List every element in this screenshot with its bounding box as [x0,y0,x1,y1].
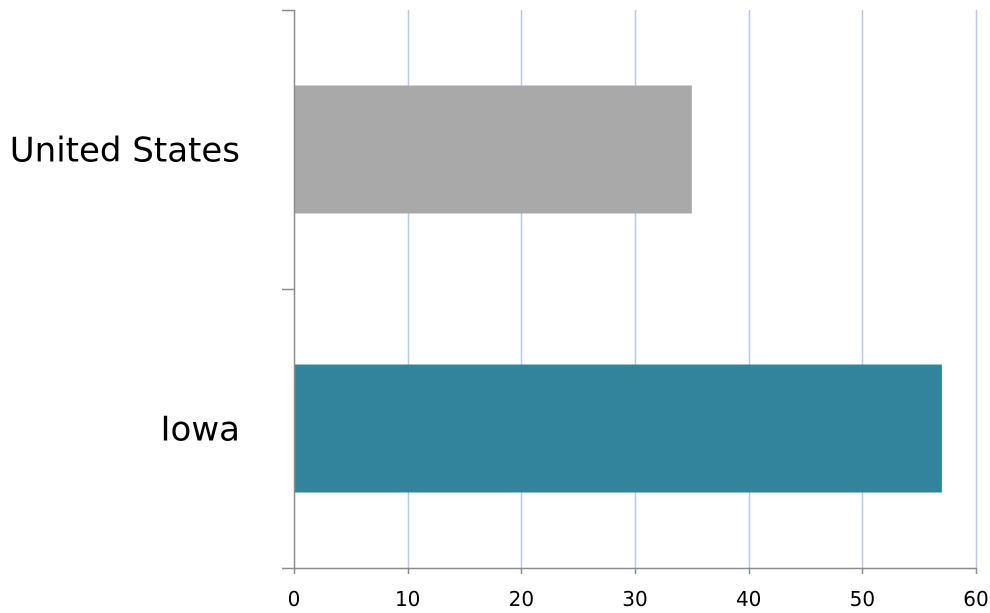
bar-iowa [294,364,942,493]
x-tick-label: 20 [509,587,534,611]
axes [282,9,978,574]
x-tick-labels: 0 10 20 30 40 50 60 [288,587,989,611]
x-tick-label: 40 [736,587,761,611]
x-tick-label: 0 [288,587,301,611]
bar-united-states [294,85,692,214]
x-tick-label: 10 [395,587,420,611]
bars [294,85,942,493]
category-labels: United States Iowa [10,131,240,450]
category-label: Iowa [161,410,240,450]
x-tick-label: 60 [963,587,988,611]
x-tick-label: 50 [850,587,875,611]
category-label: United States [10,131,240,171]
x-tick-label: 30 [622,587,647,611]
